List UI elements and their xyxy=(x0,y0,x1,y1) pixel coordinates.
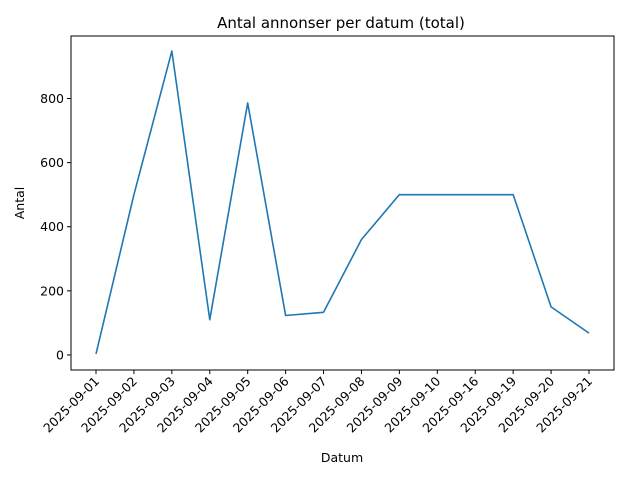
y-tick-label: 600 xyxy=(40,155,64,170)
y-tick-label: 400 xyxy=(40,219,64,234)
y-axis-label: Antal xyxy=(12,187,27,220)
y-tick-label: 0 xyxy=(56,347,64,362)
chart-title: Antal annonser per datum (total) xyxy=(217,14,465,32)
series-line xyxy=(95,50,590,355)
y-axis-ticks: 0 200 400 600 800 xyxy=(40,91,71,362)
series-layer xyxy=(95,50,590,355)
x-axis-ticks: 2025-09-012025-09-022025-09-032025-09-04… xyxy=(40,370,595,435)
y-tick-label: 200 xyxy=(40,283,64,298)
x-axis-label: Datum xyxy=(321,450,363,465)
plot-frame xyxy=(70,35,615,371)
y-tick-label: 800 xyxy=(40,91,64,106)
